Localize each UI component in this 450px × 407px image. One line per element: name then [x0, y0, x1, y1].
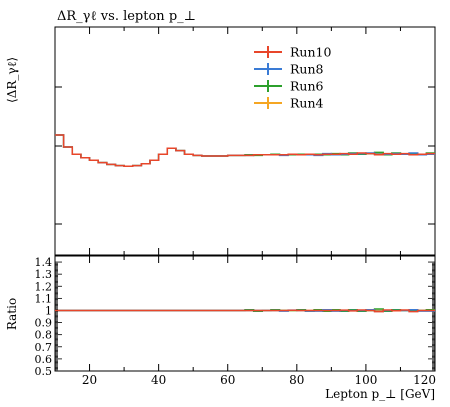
x-tick-label: 100	[354, 373, 377, 387]
x-tick-label: 120	[413, 373, 436, 387]
legend-item-run8: Run8	[254, 62, 324, 77]
x-tick-labels: 20 40 60 80 100 120	[82, 373, 436, 387]
main-series-group	[55, 135, 435, 166]
legend: Run10 Run8 Run6 Run4	[254, 45, 331, 111]
legend-item-run10: Run10	[254, 45, 331, 60]
x-tick-label: 40	[151, 373, 166, 387]
ratio-tick-label: 1.4	[35, 256, 53, 269]
legend-label: Run8	[290, 62, 324, 77]
series-line-run6	[55, 135, 435, 166]
ratio-tick-label: 0.9	[35, 317, 53, 330]
legend-item-run4: Run4	[254, 96, 324, 111]
ratio-axis-ticks: 1.41.31.21.110.90.80.70.60.5	[35, 256, 436, 378]
ratio-tick-label: 1.3	[35, 268, 53, 281]
legend-item-run6: Run6	[254, 79, 324, 94]
main-axis-ticks	[55, 27, 435, 255]
y-axis-label: ⟨ΔR_γℓ⟩	[5, 57, 19, 103]
main-plot-frame	[55, 27, 435, 255]
ratio-tick-label: 1	[45, 304, 52, 317]
legend-label: Run6	[290, 79, 324, 94]
ratio-series-group	[55, 309, 435, 312]
x-tick-label: 60	[220, 373, 235, 387]
series-line-run4	[55, 135, 435, 166]
x-tick-label: 20	[82, 373, 97, 387]
ratio-axis-label: Ratio	[5, 298, 19, 330]
ratio-plot-panel: 1.41.31.21.110.90.80.70.60.5	[35, 256, 436, 378]
ratio-tick-label: 1.1	[35, 292, 53, 305]
legend-label: Run10	[290, 45, 331, 60]
ratio-tick-label: 0.8	[35, 329, 53, 342]
ratio-tick-label: 0.6	[35, 353, 53, 366]
series-line-run8	[55, 135, 435, 166]
chart-title: ΔR_γℓ vs. lepton p_⊥	[57, 9, 196, 24]
legend-label: Run4	[290, 96, 324, 111]
ratio-plot-frame	[55, 256, 435, 371]
x-axis-label: Lepton p_⊥ [GeV]	[325, 387, 435, 401]
series-line-run10	[55, 135, 435, 166]
x-tick-label: 80	[289, 373, 304, 387]
ratio-tick-label: 0.5	[35, 365, 53, 378]
main-plot-panel	[55, 27, 435, 255]
ratio-tick-label: 1.2	[35, 280, 53, 293]
ratio-tick-label: 0.7	[35, 341, 53, 354]
